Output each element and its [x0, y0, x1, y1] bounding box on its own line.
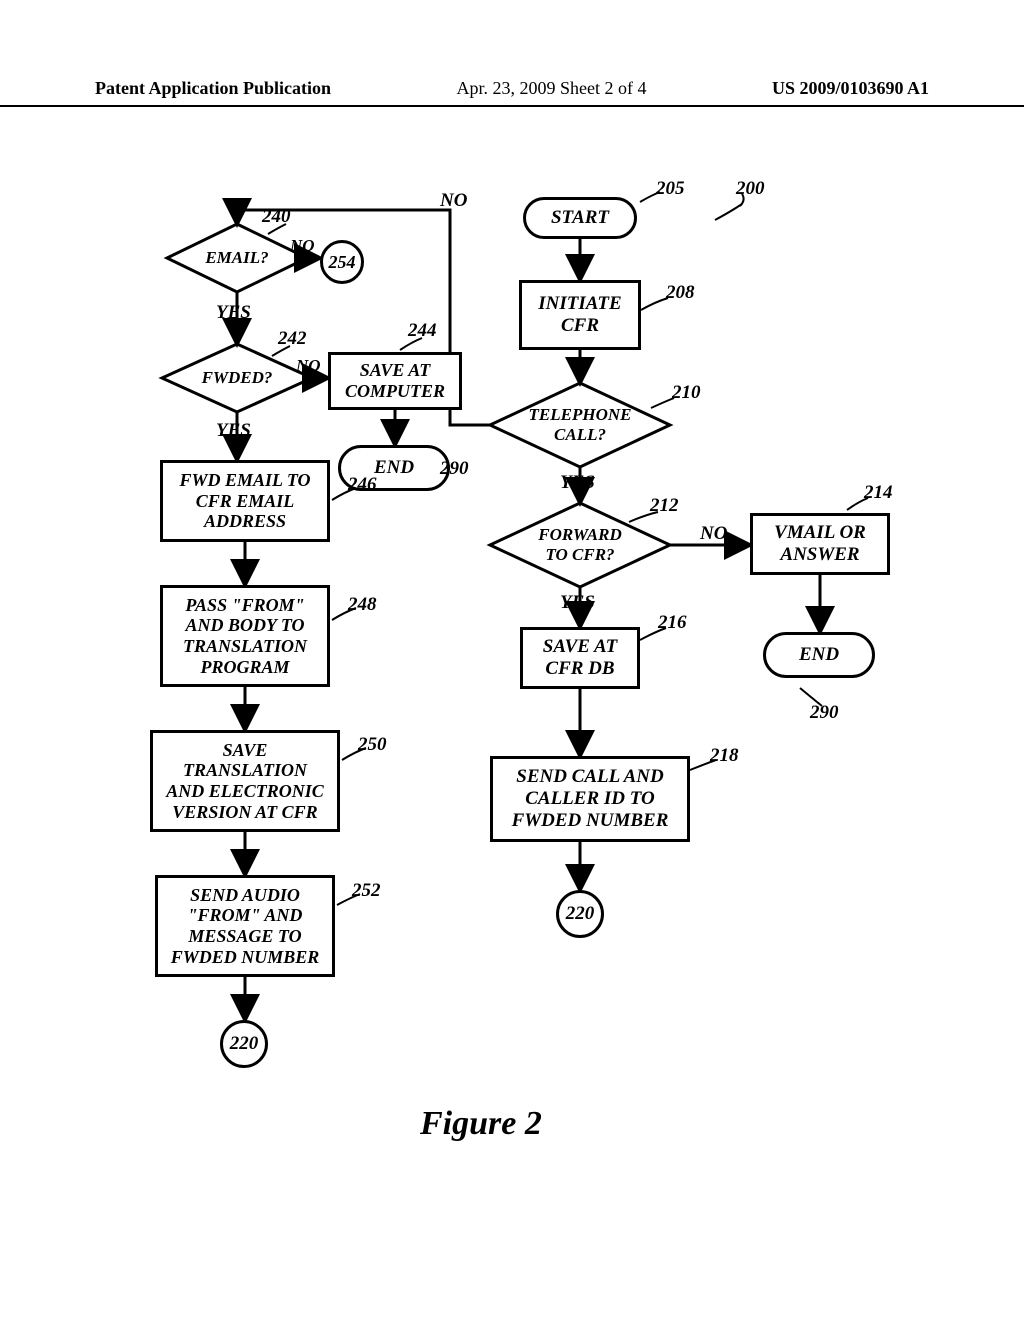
node-forward-to-cfr: FORWARD TO CFR? — [515, 524, 645, 566]
vmail-label: VMAIL OR ANSWER — [774, 522, 866, 566]
ref-252: 252 — [352, 880, 381, 902]
ref-242: 242 — [278, 328, 307, 350]
c220r-label: 220 — [566, 903, 595, 925]
node-vmail-or-answer: VMAIL OR ANSWER — [750, 513, 890, 575]
node-save-translation: SAVE TRANSLATION AND ELECTRONIC VERSION … — [150, 730, 340, 832]
ref-218: 218 — [710, 745, 739, 767]
sendaudio-label: SEND AUDIO "FROM" AND MESSAGE TO FWDED N… — [171, 885, 320, 968]
node-email: EMAIL? — [197, 246, 277, 270]
ref-246: 246 — [348, 474, 377, 496]
passfrom-label: PASS "FROM" AND BODY TO TRANSLATION PROG… — [183, 595, 307, 678]
ref-248: 248 — [348, 594, 377, 616]
savecomp-label: SAVE AT COMPUTER — [345, 360, 445, 401]
node-220-left: 220 — [220, 1020, 268, 1068]
node-save-cfr-db: SAVE AT CFR DB — [520, 627, 640, 689]
c254-label: 254 — [329, 252, 356, 273]
node-start: START — [523, 197, 637, 239]
lbl-fwded-yes: YES — [216, 420, 251, 442]
fwdemail-label: FWD EMAIL TO CFR EMAIL ADDRESS — [179, 470, 310, 532]
savetrans-label: SAVE TRANSLATION AND ELECTRONIC VERSION … — [166, 740, 324, 823]
node-fwd-email: FWD EMAIL TO CFR EMAIL ADDRESS — [160, 460, 330, 542]
node-save-at-computer: SAVE AT COMPUTER — [328, 352, 462, 410]
ref-216: 216 — [658, 612, 687, 634]
lbl-email-yes: YES — [216, 302, 251, 324]
ref-205: 205 — [656, 178, 685, 200]
node-telephone-call: TELEPHONE CALL? — [510, 404, 650, 446]
endr-label: END — [799, 644, 839, 666]
ref-200: 200 — [736, 178, 765, 200]
lbl-fwdcfr-no: NO — [700, 523, 727, 545]
ref-214: 214 — [864, 482, 893, 504]
ref-240: 240 — [262, 206, 291, 228]
ref-290l: 290 — [440, 458, 469, 480]
ref-250: 250 — [358, 734, 387, 756]
figure-caption: Figure 2 — [420, 1105, 542, 1143]
ref-212: 212 — [650, 495, 679, 517]
initiate-label: INITIATE CFR — [538, 293, 621, 337]
node-send-call: SEND CALL AND CALLER ID TO FWDED NUMBER — [490, 756, 690, 842]
lbl-fwdcfr-yes: YES — [560, 592, 595, 614]
node-end-right: END — [763, 632, 875, 678]
lbl-tel-no: NO — [440, 190, 467, 212]
fwded-label: FWDED? — [202, 368, 273, 388]
node-fwded: FWDED? — [192, 366, 282, 390]
ref-210: 210 — [672, 382, 701, 404]
ref-208: 208 — [666, 282, 695, 304]
node-initiate-cfr: INITIATE CFR — [519, 280, 641, 350]
ref-290r: 290 — [810, 702, 839, 724]
sendcall-label: SEND CALL AND CALLER ID TO FWDED NUMBER — [512, 766, 669, 832]
lbl-tel-yes: YES — [560, 472, 595, 494]
lbl-fwded-no: NO — [296, 356, 321, 376]
node-254: 254 — [320, 240, 364, 284]
start-label: START — [551, 207, 609, 229]
node-220-right: 220 — [556, 890, 604, 938]
node-send-audio: SEND AUDIO "FROM" AND MESSAGE TO FWDED N… — [155, 875, 335, 977]
tel-label: TELEPHONE CALL? — [529, 405, 632, 444]
ref-244: 244 — [408, 320, 437, 342]
savecfrdb-label: SAVE AT CFR DB — [543, 636, 617, 680]
node-pass-from: PASS "FROM" AND BODY TO TRANSLATION PROG… — [160, 585, 330, 687]
lbl-email-no: NO — [290, 236, 315, 256]
endl-label: END — [374, 457, 414, 479]
c220l-label: 220 — [230, 1033, 259, 1055]
fwdcfr-label: FORWARD TO CFR? — [538, 525, 621, 564]
email-label: EMAIL? — [205, 248, 268, 268]
